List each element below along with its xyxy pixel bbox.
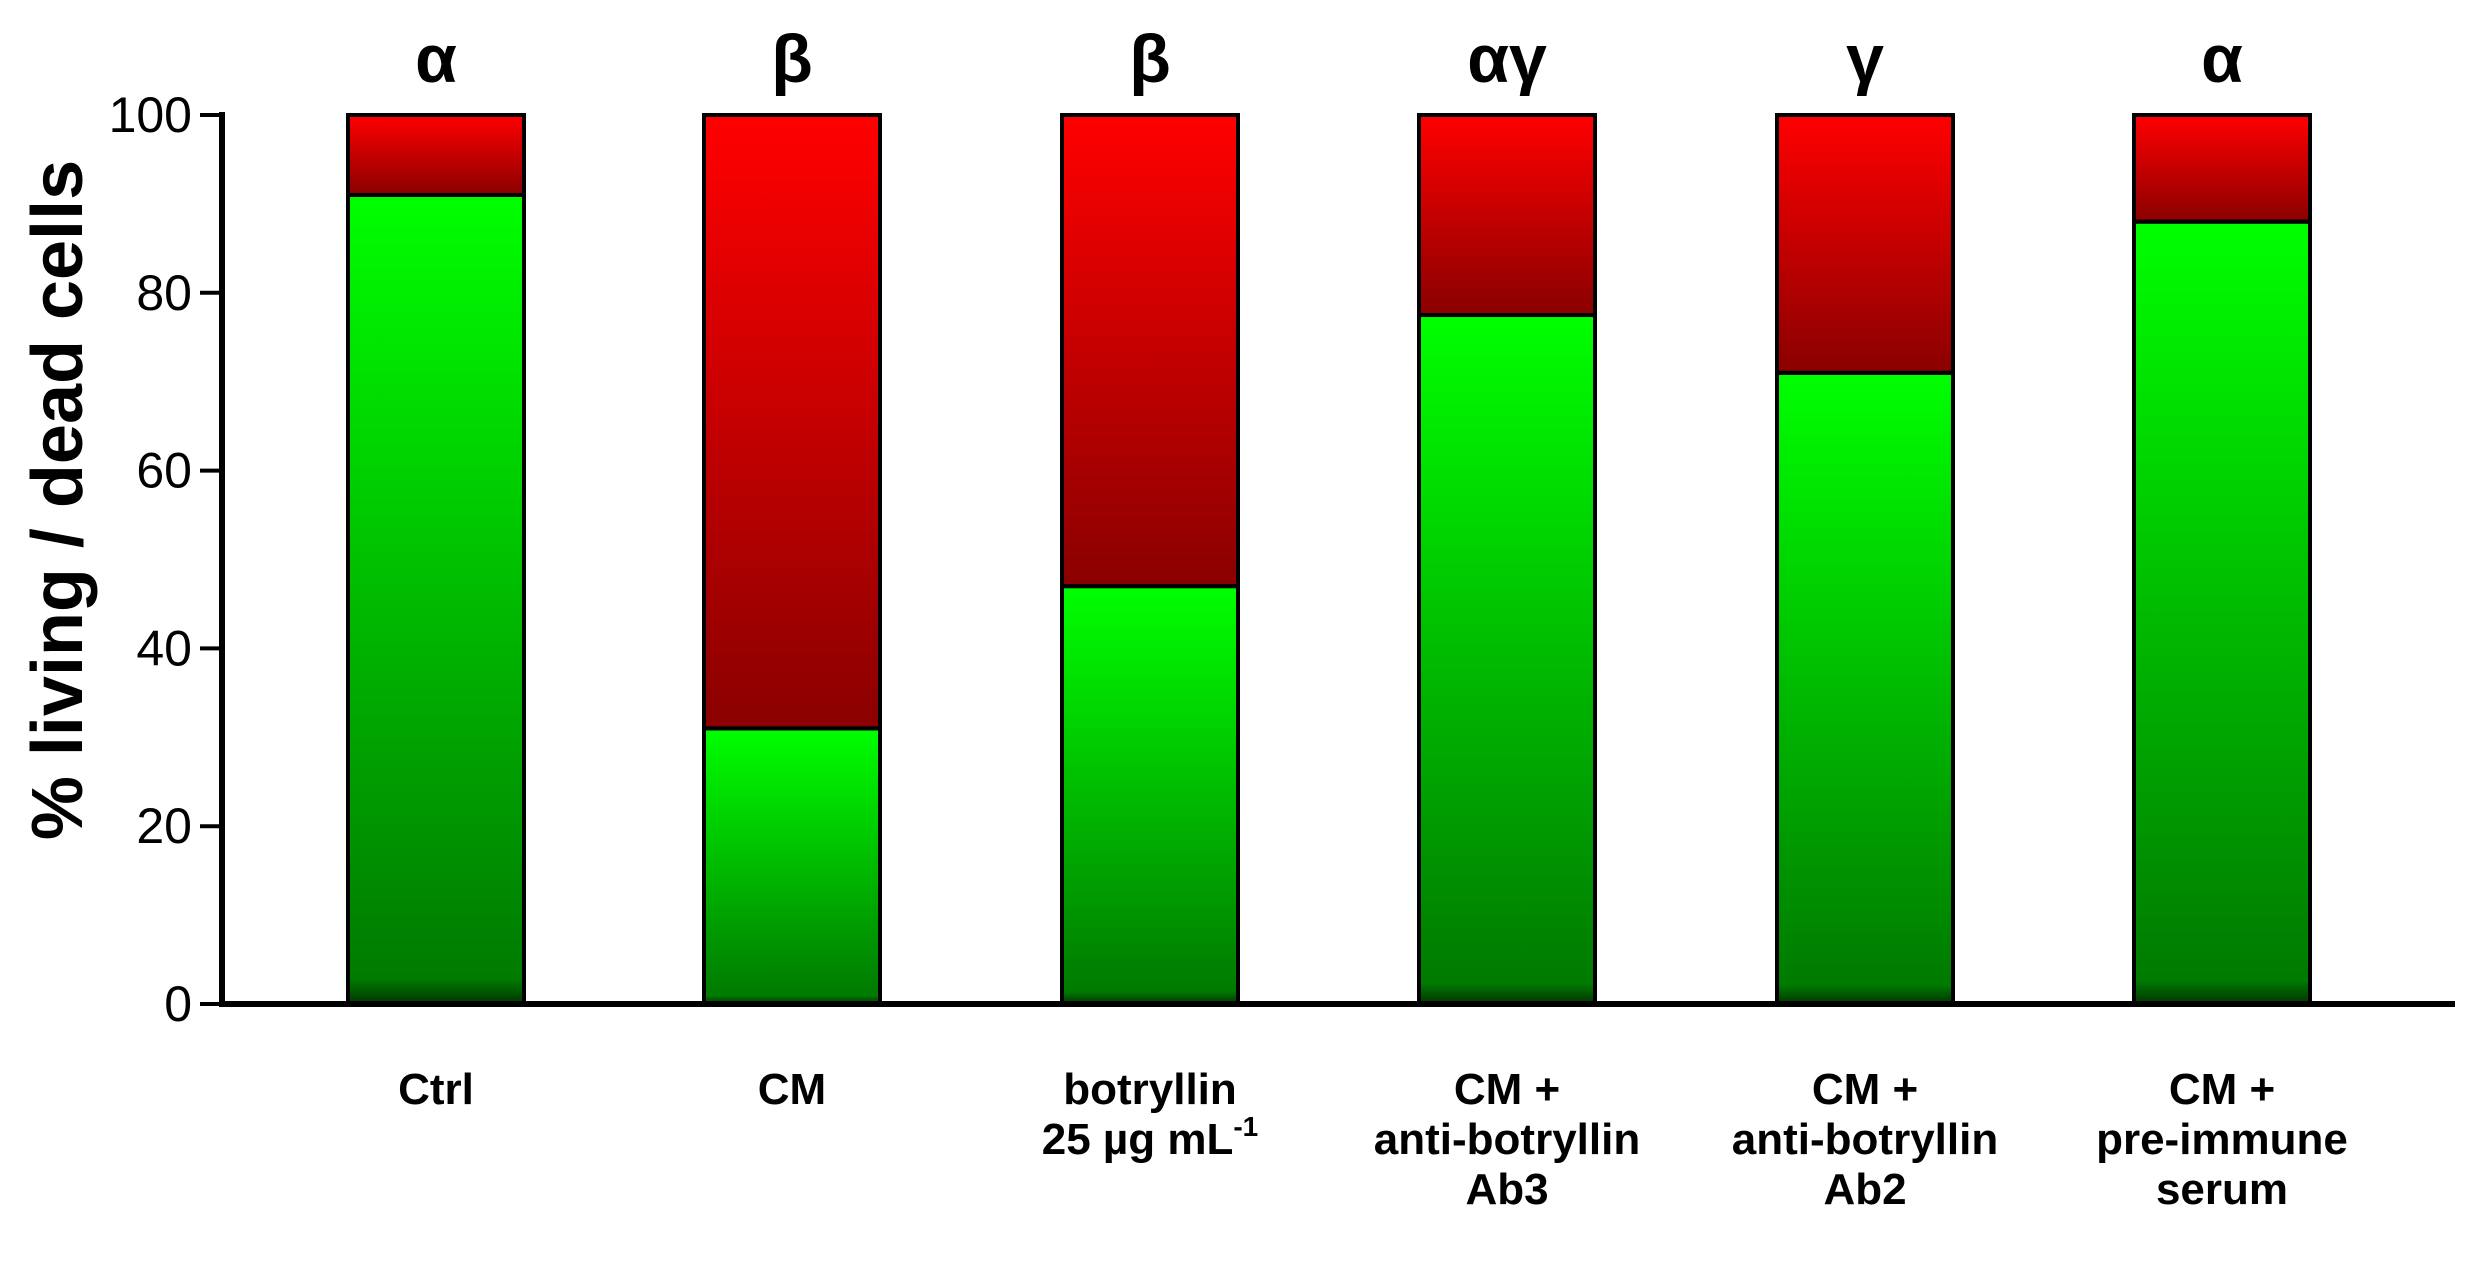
bar-living	[2134, 221, 2310, 1004]
category-label-line: Ctrl	[398, 1065, 474, 1114]
category-label-line: Ab3	[1465, 1165, 1548, 1214]
category-label: Ctrl	[398, 1065, 474, 1114]
y-axis-title: % living / dead cells	[18, 160, 98, 840]
category-label: CM + anti-botryllin Ab3	[1374, 1065, 1640, 1214]
category-label-line: pre-immune	[2096, 1115, 2348, 1164]
y-tick-label: 0	[164, 976, 192, 1032]
category-label: botryllin 25 µg mL-1	[1042, 1065, 1259, 1164]
y-tick-label: 80	[136, 265, 192, 321]
significance-letter: αγ	[1467, 21, 1547, 97]
significance-letter: β	[771, 21, 813, 97]
category-label: CM	[758, 1065, 826, 1114]
significance-letter: α	[2201, 21, 2243, 97]
category-label-line: CM +	[1812, 1065, 1918, 1114]
bar-dead-outline	[346, 113, 526, 198]
category-label-superscript: -1	[1233, 1111, 1258, 1142]
bar-dead-outline	[2132, 113, 2312, 224]
category-label-line: CM +	[1454, 1065, 1560, 1114]
category-label-line: 25 µg mL	[1042, 1115, 1234, 1164]
bar-dead	[1419, 115, 1595, 316]
category-label-line: anti-botryllin	[1732, 1115, 1998, 1164]
significance-letter: β	[1129, 21, 1171, 97]
category-label-line: botryllin	[1063, 1065, 1237, 1114]
category-label: CM + anti-botryllin Ab2	[1732, 1065, 1998, 1214]
axes-layer: 0 20 40 60 80 100	[109, 87, 2455, 1032]
category-label-line: serum	[2156, 1165, 2288, 1214]
y-tick-label: 60	[136, 443, 192, 499]
bar-dead	[1062, 115, 1238, 587]
y-tick-label: 20	[136, 798, 192, 854]
bar-living	[348, 195, 524, 1004]
category-label-line: anti-botryllin	[1374, 1115, 1640, 1164]
bar-living	[1777, 372, 1953, 1004]
bars-layer	[346, 113, 2312, 1006]
bar-dead	[2134, 115, 2310, 222]
category-label: CM + pre-immune serum	[2096, 1065, 2348, 1214]
category-label-line: Ab2	[1823, 1165, 1906, 1214]
bar-dead-outline	[1775, 113, 1955, 375]
bar-dead	[1777, 115, 1953, 373]
category-label-line: CM +	[2169, 1065, 2275, 1114]
bar-dead	[348, 115, 524, 196]
bar-dead-outline	[702, 113, 882, 731]
bar-living	[1062, 586, 1238, 1004]
significance-letter: α	[415, 21, 457, 97]
bar-dead	[704, 115, 880, 729]
category-label-line: CM	[758, 1065, 826, 1114]
bar-living	[704, 728, 880, 1004]
significance-letter: γ	[1846, 21, 1884, 97]
bar-dead-outline	[1060, 113, 1240, 589]
bar-dead-outline	[1417, 113, 1597, 318]
y-tick-label: 40	[136, 620, 192, 676]
y-tick-label: 100	[109, 87, 192, 143]
bar-living	[1419, 315, 1595, 1004]
